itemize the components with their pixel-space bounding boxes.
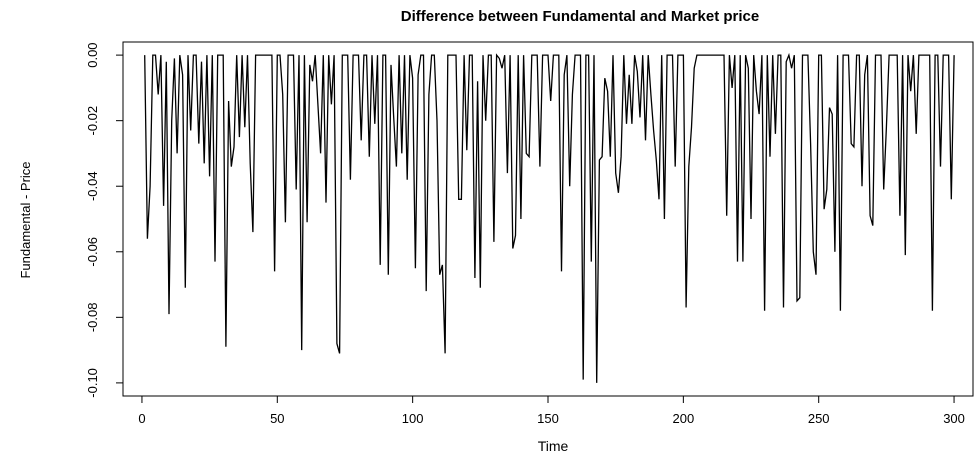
x-tick-label: 100	[402, 411, 424, 426]
x-tick-label: 150	[537, 411, 559, 426]
chart-title: Difference between Fundamental and Marke…	[401, 8, 759, 25]
y-tick-label: -0.02	[85, 106, 100, 136]
x-tick-label: 0	[138, 411, 145, 426]
x-tick-label: 50	[270, 411, 284, 426]
x-tick-label: 250	[808, 411, 830, 426]
y-tick-label: 0.00	[85, 42, 100, 67]
x-tick-label: 300	[943, 411, 965, 426]
y-tick-label: -0.04	[85, 171, 100, 201]
plot-frame	[122, 41, 974, 397]
y-axis: 0.00 -0.02 -0.04 -0.06 -0.08 -0.10	[85, 42, 124, 398]
y-tick-label: -0.06	[85, 237, 100, 267]
x-tick-label: 200	[672, 411, 694, 426]
x-axis-label: Time	[538, 438, 569, 454]
x-axis: 0 50 100 150 200 250 300	[138, 395, 965, 426]
y-axis-label: Fundamental - Price	[18, 161, 33, 278]
series-line	[144, 52, 955, 383]
y-tick-label: -0.08	[85, 303, 100, 333]
y-tick-label: -0.10	[85, 368, 100, 398]
